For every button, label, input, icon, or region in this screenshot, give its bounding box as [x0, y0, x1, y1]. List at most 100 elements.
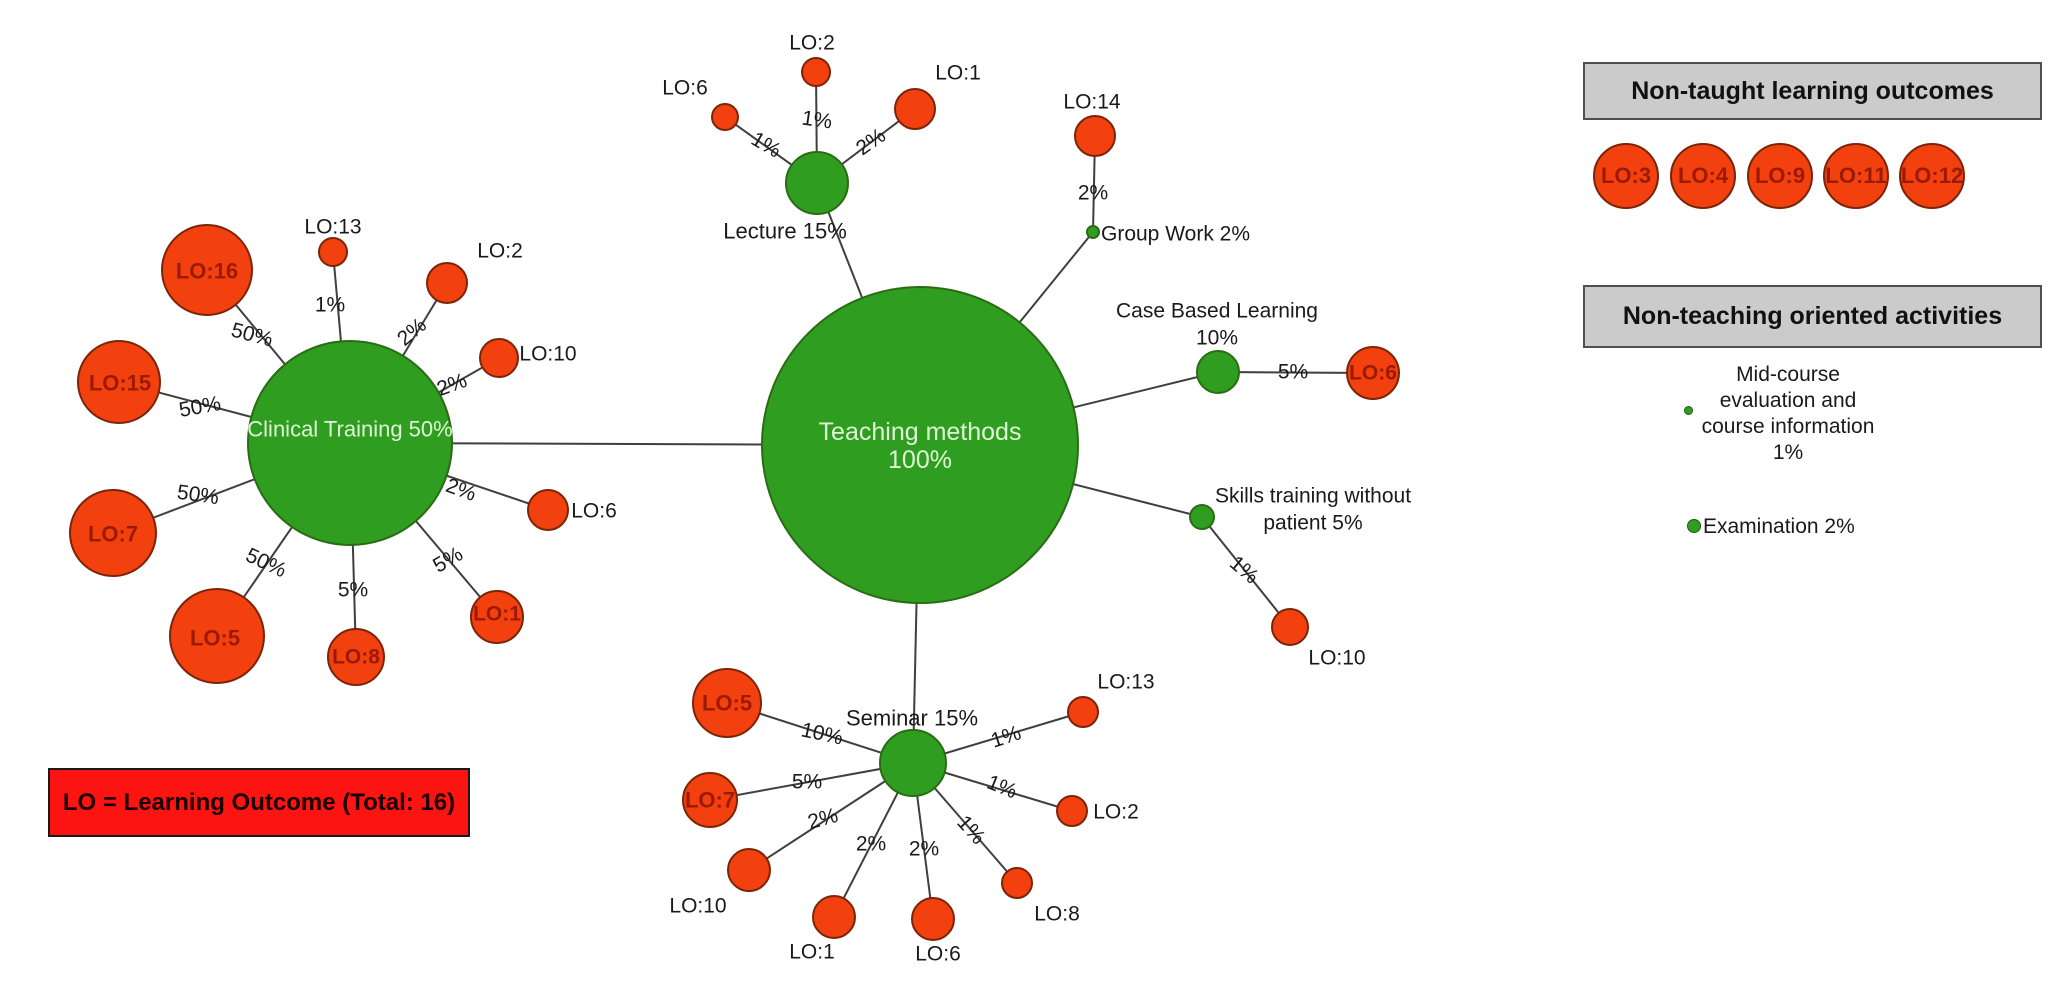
- edge-label-groupwork-grp-lo14: 2%: [1078, 182, 1108, 205]
- non-teaching-activities-title: Non-teaching oriented activities: [1622, 302, 2003, 330]
- node-circle-sem-lo7: [682, 772, 738, 828]
- lo-abbreviation-note: LO = Learning Outcome (Total: 16): [48, 768, 470, 837]
- edge-seminar-sem-lo7: [709, 762, 914, 801]
- node-label-skills: patient 5%: [1263, 512, 1362, 535]
- node-label-casebased: Case Based Learning: [1116, 300, 1318, 323]
- lo-abbreviation-note-label: LO = Learning Outcome (Total: 16): [62, 788, 456, 816]
- edge-label-clinical-clin-lo16: 50%: [229, 318, 276, 351]
- node-circle-sem-lo13: [1067, 696, 1099, 728]
- midcourse-line: Mid-course: [1736, 363, 1840, 386]
- outcome-label: LO:12: [1900, 163, 1964, 188]
- node-label-clin-lo13: LO:13: [304, 216, 361, 239]
- non-taught-outcome-circle: LO:9: [1747, 143, 1813, 209]
- node-label-sem-lo1: LO:1: [789, 941, 835, 964]
- node-label-lec-lo1: LO:1: [935, 62, 981, 85]
- node-label-lec-lo2: LO:2: [789, 32, 835, 55]
- node-circle-skills: [1189, 504, 1215, 530]
- node-label-lec-lo6: LO:6: [662, 77, 708, 100]
- node-circle-casebased: [1196, 350, 1240, 394]
- edge-label-clinical-clin-lo10: 2%: [434, 369, 470, 401]
- node-circle-clin-lo8: [327, 628, 385, 686]
- node-circle-clin-lo15: [77, 340, 161, 424]
- edge-label-skills-skl-lo10: 1%: [1225, 551, 1263, 588]
- midcourse-evaluation-dot-icon: [1684, 406, 1693, 415]
- node-label-clin-lo2: LO:2: [477, 240, 523, 263]
- node-circle-lec-lo6: [711, 103, 739, 131]
- node-label-teaching: 100%: [888, 446, 952, 474]
- non-taught-outcome-circle: LO:3: [1593, 143, 1659, 209]
- node-circle-clin-lo5: [169, 588, 265, 684]
- outcome-label: LO:4: [1677, 163, 1729, 188]
- edge-label-seminar-sem-lo7: 5%: [792, 771, 822, 794]
- examination-label: Examination 2%: [1703, 515, 1855, 538]
- node-label-sem-lo10: LO:10: [669, 895, 726, 918]
- node-label-sem-lo8: LO:8: [1034, 903, 1080, 926]
- node-circle-lec-lo2: [801, 57, 831, 87]
- edge-label-clinical-clin-lo13: 1%: [315, 294, 345, 317]
- node-circle-sem-lo5: [692, 668, 762, 738]
- edge-label-seminar-sem-lo2: 1%: [984, 771, 1021, 804]
- node-label-sem-lo5: LO:5: [702, 691, 752, 716]
- edge-label-seminar-sem-lo8: 1%: [952, 811, 989, 849]
- node-circle-clin-lo16: [161, 224, 253, 316]
- midcourse-line: evaluation and: [1719, 389, 1857, 412]
- node-circle-groupwork: [1086, 225, 1100, 239]
- node-circle-seminar: [879, 729, 947, 797]
- non-taught-outcomes-title: Non-taught learning outcomes: [1631, 76, 1994, 105]
- non-taught-outcome-circle: LO:4: [1670, 143, 1736, 209]
- node-label-clin-lo16: LO:16: [176, 259, 238, 284]
- node-circle-clin-lo10: [479, 338, 519, 378]
- node-circle-sem-lo8: [1001, 867, 1033, 899]
- midcourse-line: course information: [1701, 415, 1875, 438]
- edge-label-seminar-sem-lo1: 2%: [856, 833, 886, 856]
- node-circle-lecture: [785, 151, 849, 215]
- node-label-clinical: Clinical Training 50%: [247, 417, 452, 442]
- node-circle-sem-lo1: [812, 895, 856, 939]
- edge-label-clinical-clin-lo1: 5%: [429, 542, 467, 577]
- node-circle-sem-lo6: [911, 897, 955, 941]
- node-circle-cbl-lo6: [1346, 346, 1400, 400]
- node-circle-clin-lo2: [426, 262, 468, 304]
- edge-label-clinical-clin-lo7: 50%: [176, 481, 221, 510]
- edge-label-seminar-sem-lo13: 1%: [988, 721, 1024, 752]
- node-label-skills: Skills training without: [1215, 485, 1411, 508]
- node-label-clin-lo6: LO:6: [571, 500, 617, 523]
- node-circle-grp-lo14: [1074, 115, 1116, 157]
- node-label-sem-lo6: LO:6: [915, 943, 961, 966]
- non-taught-outcome-circle: LO:11: [1823, 143, 1889, 209]
- node-label-sem-lo13: LO:13: [1097, 671, 1154, 694]
- node-circle-clinical: [247, 340, 453, 546]
- non-taught-outcome-circle: LO:12: [1899, 143, 1965, 209]
- midcourse-line: 1%: [1772, 441, 1804, 464]
- node-label-skl-lo10: LO:10: [1308, 647, 1365, 670]
- node-label-teaching: Teaching methods: [819, 418, 1022, 446]
- edge-label-clinical-clin-lo5: 50%: [242, 544, 290, 583]
- edge-label-clinical-clin-lo15: 50%: [177, 392, 222, 422]
- node-label-lecture: Lecture 15%: [723, 219, 847, 244]
- node-circle-clin-lo13: [318, 237, 348, 267]
- node-circle-skl-lo10: [1271, 608, 1309, 646]
- examination-item: Examination 2%: [1703, 515, 1855, 539]
- node-label-clin-lo7: LO:7: [88, 522, 138, 547]
- node-circle-clin-lo1: [470, 590, 524, 644]
- edge-label-clinical-clin-lo6: 2%: [443, 474, 479, 506]
- outcome-label: LO:3: [1600, 163, 1652, 188]
- node-label-grp-lo14: LO:14: [1063, 91, 1121, 114]
- edge-label-lecture-lec-lo2: 1%: [800, 106, 833, 133]
- node-label-clin-lo15: LO:15: [89, 371, 151, 396]
- edge-label-seminar-sem-lo10: 2%: [805, 804, 840, 834]
- midcourse-evaluation-item: Mid-course evaluation and course informa…: [1663, 362, 1913, 466]
- edge-label-casebased-cbl-lo6: 5%: [1278, 361, 1308, 384]
- node-circle-sem-lo2: [1056, 795, 1088, 827]
- edge-label-seminar-sem-lo6: 2%: [909, 838, 939, 861]
- node-circle-teaching: [761, 286, 1079, 604]
- non-teaching-activities-header: Non-teaching oriented activities: [1583, 285, 2042, 348]
- non-taught-outcomes-header: Non-taught learning outcomes: [1583, 62, 2042, 120]
- outcome-label: LO:9: [1754, 163, 1806, 188]
- node-circle-clin-lo7: [69, 489, 157, 577]
- edge-label-lecture-lec-lo6: 1%: [747, 127, 785, 162]
- edge-label-seminar-sem-lo5: 10%: [799, 718, 845, 749]
- node-label-sem-lo2: LO:2: [1093, 801, 1139, 824]
